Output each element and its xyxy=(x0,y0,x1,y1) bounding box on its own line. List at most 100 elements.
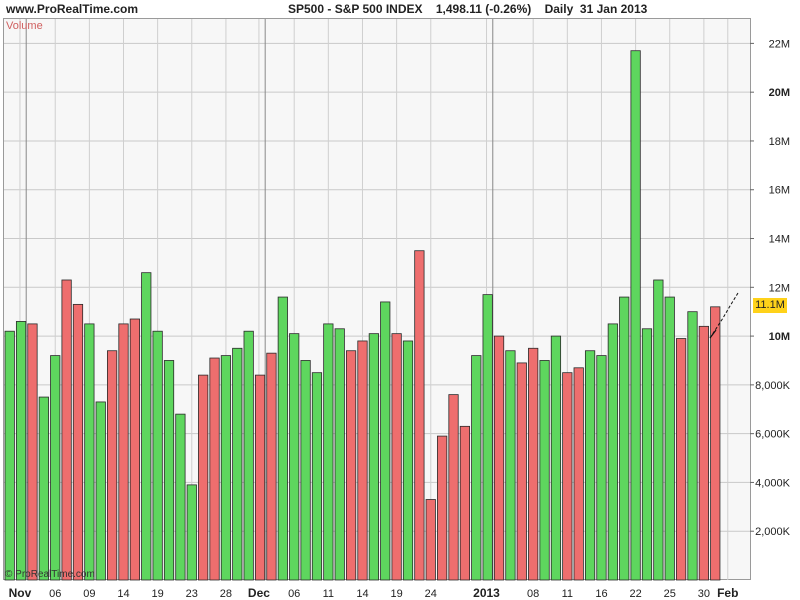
volume-bar-up xyxy=(50,355,61,581)
x-tick-label: 28 xyxy=(220,588,232,600)
x-tick-label: 16 xyxy=(595,588,607,600)
volume-bar-up xyxy=(311,372,323,581)
x-tick-label: 09 xyxy=(83,588,95,600)
trend-line xyxy=(709,292,739,339)
volume-bar-up xyxy=(334,328,345,581)
volume-bar-up xyxy=(664,296,675,581)
x-tick-label: 19 xyxy=(152,588,164,600)
volume-bar-down xyxy=(209,357,220,581)
x-tick-label: 2013 xyxy=(473,586,500,600)
x-tick-label: Nov xyxy=(9,586,32,600)
y-axis-labels: 2,000K 4,000K 6,000K 8,000K 10M 12M 14M 16M 18M 2… xyxy=(750,38,791,538)
y-tick-label: 20M xyxy=(769,87,790,99)
volume-bar-up xyxy=(402,340,414,581)
x-tick-label: 22 xyxy=(629,588,641,600)
x-tick-label: Feb xyxy=(717,586,738,600)
volume-bar-up xyxy=(550,335,562,581)
volume-bar-down xyxy=(676,338,687,581)
volume-bar-up xyxy=(539,360,550,581)
x-tick-label: Dec xyxy=(248,586,270,600)
y-tick-label: 10M xyxy=(769,331,790,343)
y-tick-label: 14M xyxy=(769,234,790,246)
volume-bar-up xyxy=(95,401,106,581)
y-tick-label: 22M xyxy=(769,38,790,50)
x-tick-label: 06 xyxy=(288,588,300,600)
chart-header: www.ProRealTime.com SP500 - S&P 500 INDE… xyxy=(0,0,800,18)
volume-bar-up xyxy=(505,350,516,581)
trend-line-segment xyxy=(709,292,739,339)
volume-bar-up xyxy=(277,296,288,581)
panel-label: Volume xyxy=(6,20,43,32)
volume-bar-up xyxy=(84,323,95,581)
volume-bar-up xyxy=(175,413,186,581)
volume-bar-down xyxy=(448,394,459,581)
volume-bar-up xyxy=(220,355,232,581)
volume-bar-up xyxy=(300,360,311,581)
volume-bar-up xyxy=(596,355,607,581)
volume-bar-up xyxy=(289,333,300,581)
y-tick-label: 8,000K xyxy=(755,380,791,392)
x-axis-labels: Nov 06 09 14 19 23 28 Dec 06 11 14 19 24 2013 08 11 16 22… xyxy=(9,586,739,600)
volume-bar-up xyxy=(619,296,630,581)
volume-bar-up xyxy=(368,333,379,581)
volume-bar-down xyxy=(107,350,118,581)
volume-bar-down xyxy=(118,323,129,581)
x-tick-label: 11 xyxy=(562,588,573,600)
x-tick-label: 14 xyxy=(356,588,368,600)
volume-bar-up xyxy=(38,396,49,581)
volume-bar-up xyxy=(687,311,698,581)
y-tick-label: 2,000K xyxy=(755,526,791,538)
month-separators xyxy=(25,19,494,580)
volume-bar-down xyxy=(254,374,266,581)
site-name: www.ProRealTime.com xyxy=(6,2,139,16)
copyright-text: © ProRealTime.com xyxy=(5,569,95,580)
volume-bar-up xyxy=(323,323,334,581)
volume-bar-down xyxy=(698,325,709,581)
x-tick-label: 08 xyxy=(527,588,539,600)
y-tick-label: 6,000K xyxy=(755,429,791,441)
volume-bar-down xyxy=(266,352,277,581)
volume-bar-up xyxy=(186,484,197,581)
volume-bar-down xyxy=(437,435,448,581)
y-tick-label: 16M xyxy=(769,185,790,197)
volume-bar-up xyxy=(641,328,653,581)
x-tick-label: 11 xyxy=(323,588,334,600)
volume-bar-up xyxy=(141,272,152,581)
volume-bar-down xyxy=(459,425,471,581)
x-tick-label: 24 xyxy=(425,588,437,600)
volume-bar-down xyxy=(425,499,436,581)
volume-bar-down xyxy=(528,347,539,581)
volume-bar-down xyxy=(516,362,527,581)
volume-bar-up xyxy=(15,321,27,581)
volume-bar-down xyxy=(357,340,368,581)
volume-bar-up xyxy=(152,330,163,581)
x-tick-label: 30 xyxy=(698,588,710,600)
volume-bar-up xyxy=(380,301,391,581)
y-tick-label: 4,000K xyxy=(755,477,791,489)
volume-bar-down xyxy=(391,333,402,581)
y-tick-label: 18M xyxy=(769,136,790,148)
x-tick-label: 23 xyxy=(186,588,198,600)
volume-bar-down xyxy=(710,306,721,581)
volume-bar-down xyxy=(129,318,140,581)
x-tick-label: 25 xyxy=(664,588,676,600)
volume-bar-up xyxy=(4,330,15,581)
volume-bar-down xyxy=(562,372,573,581)
volume-bar-down xyxy=(198,374,209,581)
volume-bar-down xyxy=(414,250,425,581)
volume-bar-up xyxy=(607,323,618,581)
volume-bar-down xyxy=(72,303,84,581)
x-tick-label: 19 xyxy=(390,588,402,600)
volume-bar-up xyxy=(243,330,254,581)
volume-bar-down xyxy=(61,279,72,581)
volume-bar-up xyxy=(471,355,482,581)
last-value-badge: 11.1M xyxy=(753,298,787,313)
volume-bar-down xyxy=(573,367,584,581)
volume-bar-up xyxy=(584,350,596,581)
volume-bar-down xyxy=(493,335,505,581)
volume-bar-up xyxy=(482,294,493,581)
trend-line-solid xyxy=(709,329,717,339)
volume-bar-down xyxy=(345,350,357,581)
x-tick-label: 06 xyxy=(49,588,61,600)
